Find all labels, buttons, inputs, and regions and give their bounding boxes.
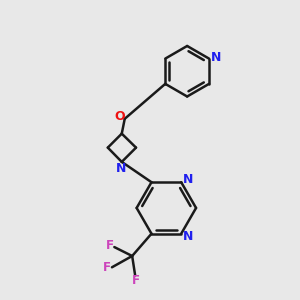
Text: F: F — [106, 239, 114, 252]
Text: N: N — [211, 51, 222, 64]
Text: N: N — [183, 173, 193, 186]
Text: N: N — [116, 162, 126, 175]
Text: N: N — [183, 230, 193, 243]
Text: F: F — [132, 274, 140, 287]
Text: O: O — [114, 110, 125, 123]
Text: F: F — [103, 261, 111, 274]
